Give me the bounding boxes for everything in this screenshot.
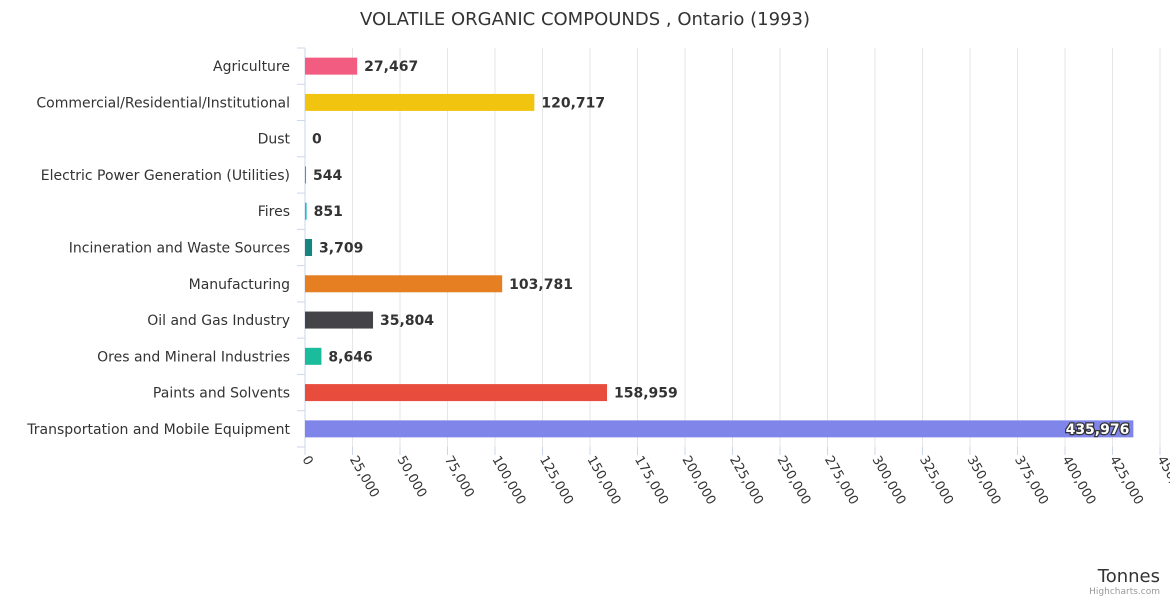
- category-label: Paints and Solvents: [153, 386, 290, 402]
- category-label: Manufacturing: [189, 277, 290, 293]
- data-labels: 27,467 120,717 0 544 851 3,709 103,781 35,804 8,…: [312, 59, 1131, 439]
- data-label: 435,976: [1066, 422, 1130, 438]
- x-tick-label: 0: [299, 454, 316, 469]
- bar[interactable]: [305, 57, 358, 75]
- category-label: Commercial/Residential/Institutional: [36, 95, 290, 111]
- bar[interactable]: [305, 384, 608, 402]
- data-label: 103,781: [509, 277, 573, 293]
- category-labels: Agriculture Commercial/Residential/Instit…: [26, 59, 290, 438]
- data-label: 3,709: [319, 241, 363, 257]
- category-label: Transportation and Mobile Equipment: [26, 422, 290, 438]
- bar[interactable]: [305, 420, 1134, 438]
- data-label: 851: [314, 204, 343, 220]
- bar[interactable]: [305, 202, 307, 220]
- x-tick-label: 75,000: [441, 454, 477, 501]
- x-tick-label: 150,000: [584, 454, 624, 508]
- bars: [305, 57, 1134, 438]
- x-tick-label: 250,000: [774, 454, 814, 508]
- x-tick-label: 25,000: [346, 454, 382, 501]
- category-label: Oil and Gas Industry: [147, 313, 290, 329]
- x-tick-label: 350,000: [964, 454, 1004, 508]
- x-tick-label: 300,000: [869, 454, 909, 508]
- category-label: Ores and Mineral Industries: [97, 349, 290, 365]
- x-tick-label: 275,000: [821, 454, 861, 508]
- category-label: Dust: [258, 132, 291, 148]
- data-label: 27,467: [364, 59, 418, 75]
- data-label: 158,959: [614, 386, 678, 402]
- x-tick-label: 375,000: [1011, 454, 1051, 508]
- data-label: 120,717: [541, 95, 605, 111]
- x-axis-title: Tonnes: [1097, 566, 1160, 587]
- category-label: Agriculture: [213, 59, 290, 75]
- x-tick-label: 50,000: [394, 454, 430, 501]
- bar[interactable]: [305, 347, 322, 365]
- x-tick-label: 100,000: [489, 454, 529, 508]
- category-label: Fires: [258, 204, 290, 220]
- data-label: 544: [313, 168, 342, 184]
- category-label: Incineration and Waste Sources: [69, 241, 290, 257]
- chart-title: VOLATILE ORGANIC COMPOUNDS , Ontario (19…: [360, 9, 810, 30]
- data-label: 35,804: [380, 313, 434, 329]
- bar[interactable]: [305, 93, 535, 111]
- data-label: 8,646: [328, 349, 372, 365]
- credits-link[interactable]: Highcharts.com: [1089, 587, 1160, 597]
- x-tick-label: 175,000: [631, 454, 671, 508]
- bar[interactable]: [305, 166, 307, 184]
- x-axis-ticks: 0 25,000 50,000 75,000 100,000 125,000 150,000…: [299, 447, 1170, 508]
- x-tick-label: 125,000: [536, 454, 576, 508]
- x-tick-label: 425,000: [1106, 454, 1146, 508]
- x-tick-label: 450,000: [1154, 454, 1170, 508]
- data-label: 0: [312, 132, 322, 148]
- bar[interactable]: [305, 239, 313, 256]
- x-tick-label: 325,000: [916, 454, 956, 508]
- x-tick-label: 200,000: [679, 454, 719, 508]
- bar[interactable]: [305, 275, 503, 293]
- x-tick-label: 400,000: [1059, 454, 1099, 508]
- bar[interactable]: [305, 311, 374, 329]
- grid-lines: [297, 47, 1161, 448]
- category-label: Electric Power Generation (Utilities): [41, 168, 290, 184]
- x-tick-label: 225,000: [726, 454, 766, 508]
